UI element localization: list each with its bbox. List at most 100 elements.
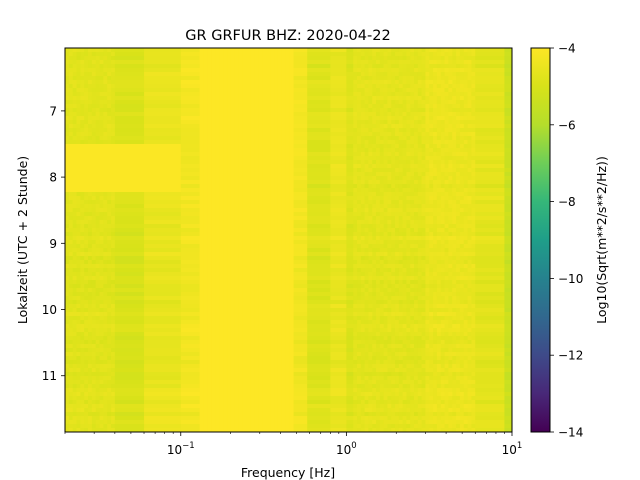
heatmap-cell [230,264,236,269]
heatmap-cell [91,208,97,213]
heatmap-cell [456,300,461,305]
heatmap-cell [223,124,228,129]
heatmap-cell [353,260,358,265]
heatmap-cell [274,104,279,109]
heatmap-cell [402,248,408,253]
heatmap-cell [270,260,275,265]
heatmap-cell [254,76,259,81]
heatmap-cell [180,184,201,189]
heatmap-cell [417,168,423,173]
heatmap-cell [242,68,248,73]
heatmap-cell [199,92,205,97]
heatmap-cell [65,212,70,217]
heatmap-cell [207,108,212,113]
heatmap-cell [383,92,389,97]
heatmap-cell [80,216,85,221]
heatmap-cell [425,228,430,233]
heatmap-cell [387,208,392,213]
heatmap-cell [372,232,377,237]
heatmap-cell [289,208,295,213]
heatmap-cell [402,192,408,197]
heatmap-cell [463,180,469,185]
heatmap-cell [444,204,450,209]
heatmap-cell [429,188,434,193]
heatmap-cell [406,120,411,125]
heatmap-cell [199,200,205,205]
heatmap-cell [330,296,347,301]
heatmap-cell [203,172,209,177]
heatmap-cell [293,224,308,229]
heatmap-cell [270,296,275,301]
heatmap-cell [250,72,256,77]
heatmap-cell [330,96,347,101]
heatmap-cell [330,256,347,261]
heatmap-cell [376,168,381,173]
heatmap-cell [383,296,389,301]
heatmap-cell [254,64,259,69]
heatmap-cell [391,228,396,233]
heatmap-cell [211,236,216,241]
heatmap-cell [471,184,476,189]
heatmap-cell [180,92,201,97]
heatmap-cell [357,260,362,265]
heatmap-cell [421,280,426,285]
heatmap-cell [227,180,232,185]
heatmap-cell [91,104,97,109]
heatmap-cell [357,220,362,225]
heatmap-cell [277,48,283,53]
heatmap-cell [307,168,331,173]
heatmap-cell [65,304,70,309]
heatmap-cell [250,204,256,209]
heatmap-cell [99,160,104,165]
heatmap-cell [444,116,450,121]
heatmap-cell [414,220,419,225]
heatmap-cell [242,292,248,297]
heatmap-cell [436,268,442,273]
heatmap-cell [436,244,442,249]
heatmap-cell [293,284,308,289]
heatmap-cell [219,228,224,233]
heatmap-cell [270,276,275,281]
heatmap-cell [242,100,248,105]
heatmap-cell [223,140,228,145]
heatmap-cell [429,52,434,57]
heatmap-cell [346,220,354,225]
heatmap-cell [72,184,78,189]
heatmap-cell [144,228,182,233]
heatmap-cell [103,212,108,217]
heatmap-cell [448,272,453,277]
heatmap-cell [436,292,442,297]
heatmap-cell [467,72,473,77]
heatmap-cell [467,88,473,93]
heatmap-cell [144,52,182,57]
heatmap-cell [91,300,97,305]
heatmap-cell [91,252,97,257]
heatmap-cell [270,212,275,217]
heatmap-cell [207,144,212,149]
heatmap-cell [270,64,275,69]
heatmap-cell [346,280,354,285]
heatmap-cell [456,100,461,105]
heatmap-cell [456,68,461,73]
heatmap-cell [203,60,209,65]
heatmap-cell [199,172,205,177]
heatmap-cell [440,288,446,293]
heatmap-cell [376,248,381,253]
heatmap-cell [111,220,116,225]
heatmap-cell [429,284,434,289]
heatmap-cell [475,92,506,97]
heatmap-cell [410,104,415,109]
heatmap-cell [379,228,385,233]
heatmap-cell [459,300,465,305]
heatmap-cell [357,244,362,249]
heatmap-cell [258,244,263,249]
heatmap-cell [107,216,112,221]
heatmap-cell [281,284,287,289]
heatmap-cell [379,300,385,305]
heatmap-cell [475,64,506,69]
heatmap-cell [203,168,209,173]
heatmap-cell [436,116,442,121]
heatmap-cell [211,80,216,85]
heatmap-cell [270,216,275,221]
heatmap-cell [111,72,116,77]
